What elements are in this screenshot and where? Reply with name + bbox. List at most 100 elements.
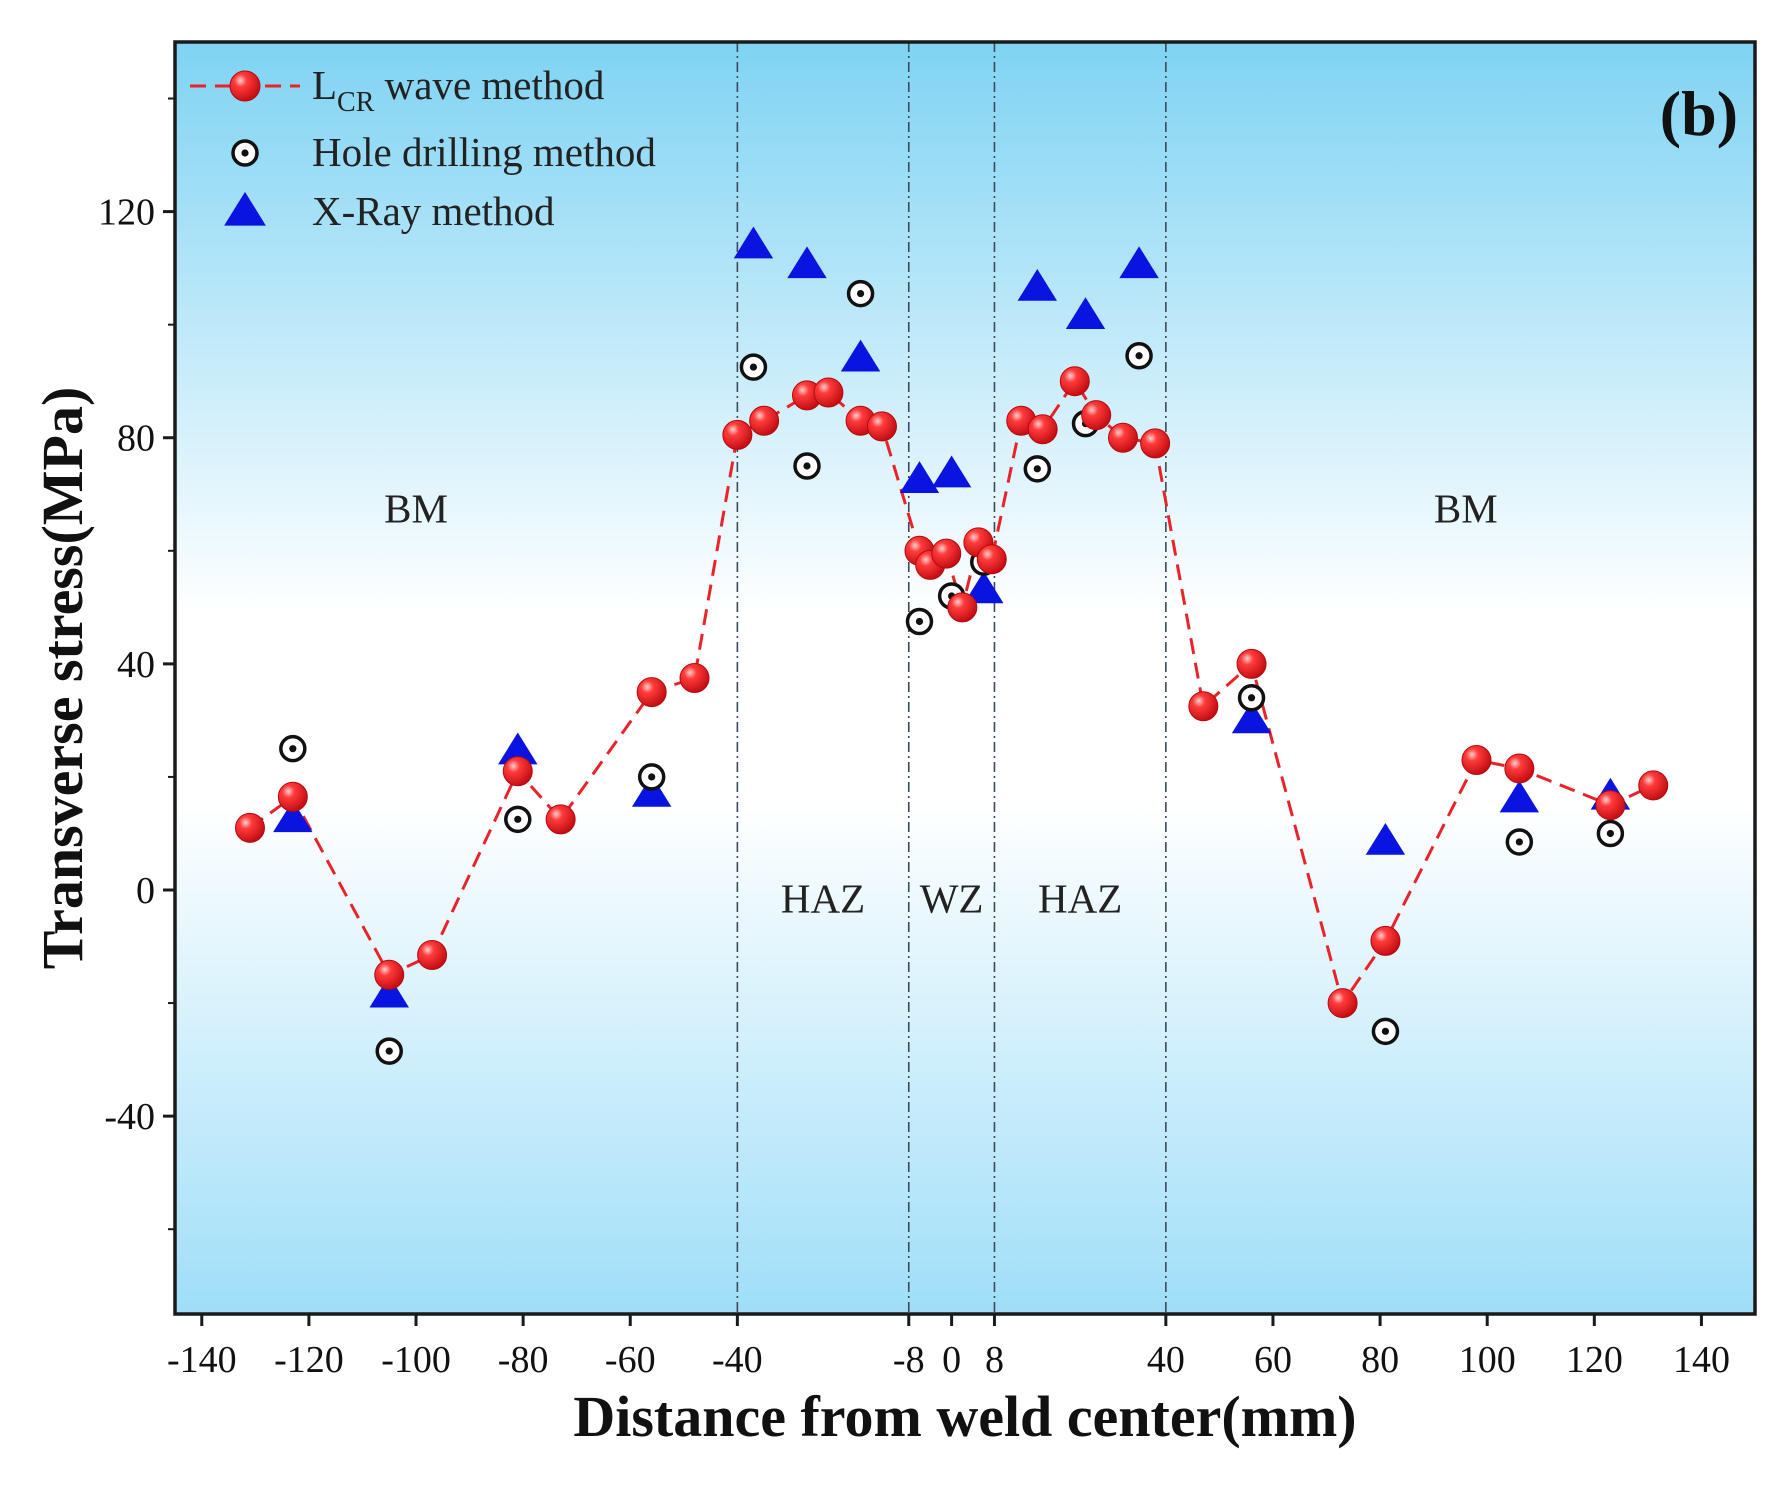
lcr-point bbox=[931, 538, 962, 569]
y-axis-title: Transverse stress(MPa) bbox=[30, 387, 95, 970]
region-label: WZ bbox=[920, 876, 984, 922]
lcr-point bbox=[1108, 422, 1138, 453]
axes: -140 -120 -100 -80 -60 -40 -8 0 8 40 60 80 100 120 140… bbox=[98, 97, 1730, 1381]
plot-frame bbox=[173, 40, 1757, 1316]
lcr-point bbox=[813, 377, 844, 408]
hole-drilling-point bbox=[846, 279, 875, 308]
lcr-point bbox=[636, 677, 667, 708]
lcr-point bbox=[749, 405, 780, 436]
region-boundaries bbox=[736, 42, 1167, 1314]
hole-drilling-dot bbox=[385, 1047, 393, 1055]
lcr-point bbox=[1370, 925, 1401, 956]
lcr-point bbox=[722, 419, 753, 450]
legend-label: X-Ray method bbox=[312, 188, 555, 234]
x-tick-label: -120 bbox=[274, 1339, 344, 1381]
series-lines bbox=[249, 378, 1654, 1007]
x-tick-label: 8 bbox=[985, 1339, 1004, 1381]
lcr-point bbox=[1595, 790, 1626, 821]
region-labels: BM HAZ WZ HAZ BM bbox=[384, 486, 1498, 922]
legend-label-rest: wave method bbox=[374, 62, 604, 108]
lcr-point bbox=[502, 756, 533, 787]
x-axis-title: Distance from weld center(mm) bbox=[573, 1384, 1356, 1449]
lcr-point bbox=[277, 781, 308, 812]
lcr-point bbox=[947, 592, 978, 623]
xray-point bbox=[1231, 701, 1272, 734]
region-label: BM bbox=[384, 486, 448, 532]
x-tick-label: -8 bbox=[893, 1339, 925, 1381]
hole-drilling-point bbox=[504, 805, 532, 834]
region-label: HAZ bbox=[1038, 876, 1122, 922]
hole-drilling-dot bbox=[1135, 352, 1143, 360]
xray-point bbox=[787, 246, 827, 279]
hole-drilling-point bbox=[1505, 828, 1534, 856]
x-tick-label: -40 bbox=[712, 1339, 763, 1381]
xray-point bbox=[733, 226, 774, 259]
region-label: BM bbox=[1434, 486, 1498, 532]
hole-drilling-dot bbox=[915, 617, 924, 626]
legend-label-main: Hole drilling method bbox=[312, 129, 656, 175]
legend-label: LCR wave method bbox=[312, 62, 604, 118]
legend-label-main: L bbox=[312, 62, 337, 108]
lcr-point bbox=[679, 663, 710, 693]
xray-point bbox=[1499, 780, 1540, 813]
hole-drilling-point bbox=[1596, 819, 1625, 848]
xray-point bbox=[631, 774, 672, 807]
hole-drilling-dot bbox=[1515, 838, 1523, 846]
lcr-point bbox=[1638, 770, 1669, 801]
hole-drilling-dot bbox=[1247, 694, 1256, 702]
xray-point bbox=[224, 191, 266, 226]
legend: LCR wave method Hole drilling method X-Ray… bbox=[190, 62, 656, 234]
lcr-point bbox=[1188, 691, 1219, 722]
hole-drilling-point bbox=[739, 353, 768, 381]
xray-point bbox=[1065, 297, 1106, 330]
hole-drilling-point bbox=[637, 763, 666, 791]
y-tick-label: 0 bbox=[136, 870, 155, 912]
lcr-point bbox=[976, 544, 1007, 575]
legend-label-sub: CR bbox=[337, 87, 375, 118]
legend-label-main: X-Ray method bbox=[312, 188, 555, 234]
hole-drilling-dot bbox=[1606, 829, 1614, 838]
hole-drilling-point bbox=[1125, 342, 1153, 370]
x-tick-label: 60 bbox=[1254, 1339, 1292, 1381]
lcr-point bbox=[374, 959, 405, 990]
lcr-point bbox=[1461, 744, 1492, 775]
hole-drilling-dot bbox=[241, 149, 249, 157]
x-tick-label: 0 bbox=[942, 1339, 961, 1381]
hole-drilling-dot bbox=[289, 745, 297, 753]
hole-drilling-point bbox=[375, 1037, 403, 1065]
lcr-point bbox=[1027, 414, 1058, 445]
hole-drilling-dot bbox=[1033, 465, 1041, 473]
x-tick-label: -80 bbox=[498, 1339, 549, 1381]
region-label: HAZ bbox=[781, 876, 865, 922]
y-tick-label: 40 bbox=[117, 644, 155, 686]
x-tick-label: 80 bbox=[1361, 1339, 1399, 1381]
hole-drilling-dot bbox=[856, 289, 865, 298]
lcr-point bbox=[234, 812, 265, 843]
xray-point bbox=[498, 732, 538, 765]
hole-drilling-point bbox=[1023, 455, 1052, 483]
hole-drilling-dot bbox=[803, 462, 811, 470]
y-tick-label: -40 bbox=[104, 1096, 155, 1138]
x-tick-label: 120 bbox=[1566, 1339, 1623, 1381]
xray-point bbox=[369, 975, 409, 1008]
x-tick-label: -140 bbox=[167, 1339, 237, 1381]
x-tick-label: 140 bbox=[1673, 1339, 1730, 1381]
xray-point bbox=[1017, 268, 1058, 301]
hole-drilling-point bbox=[793, 452, 821, 480]
xray-point bbox=[1365, 822, 1406, 855]
panel-label: (b) bbox=[1660, 78, 1738, 149]
xray-point bbox=[899, 461, 940, 493]
xray-point bbox=[964, 571, 1004, 604]
lcr-point bbox=[1327, 988, 1358, 1019]
x-tick-label: 40 bbox=[1147, 1339, 1185, 1381]
x-tick-label: -60 bbox=[605, 1339, 656, 1381]
lcr-point bbox=[1140, 428, 1171, 459]
x-tick-label: 100 bbox=[1459, 1339, 1516, 1381]
lcr-point bbox=[1081, 400, 1112, 431]
hole-drilling-point bbox=[231, 139, 259, 167]
x-tick-label: -100 bbox=[381, 1339, 451, 1381]
series-marks bbox=[234, 226, 1669, 1065]
hole-drilling-point bbox=[1371, 1017, 1400, 1046]
xray-point bbox=[931, 455, 972, 488]
